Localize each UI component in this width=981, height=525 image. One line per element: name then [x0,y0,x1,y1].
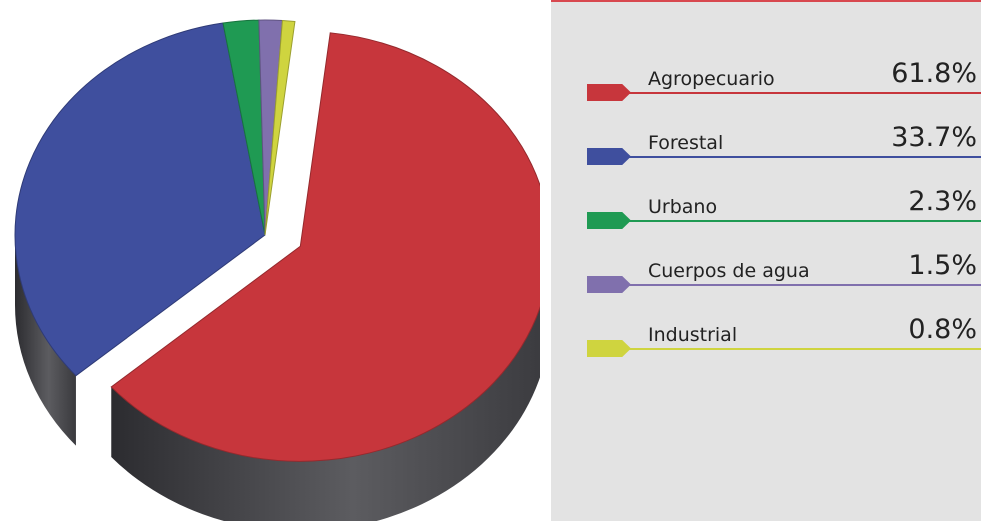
pie-slice-agropecuario [110,32,551,462]
legend-item-forestal: Forestal 33.7% [551,120,981,180]
pie-slice-forestal [14,22,266,377]
legend-underline-forestal [623,156,981,158]
legend-item-cuerpos-de-agua: Cuerpos de agua 1.5% [551,248,981,308]
legend-underline-urbano [623,220,981,222]
legend-value: 0.8% [908,314,977,345]
legend-label: Industrial [648,324,738,346]
legend-item-industrial: Industrial 0.8% [551,312,981,372]
legend-value: 1.5% [908,250,977,281]
pie-chart [14,19,551,525]
legend-underline-cuerpos-de-agua [623,284,981,286]
legend-item-agropecuario: Agropecuario 61.8% [551,56,981,116]
legend-label: Cuerpos de agua [648,260,810,282]
legend-value: 2.3% [908,186,977,217]
legend-underline-agropecuario [623,92,981,94]
legend-label: Forestal [648,132,724,154]
legend-label: Urbano [648,196,718,218]
legend-label: Agropecuario [648,68,775,90]
legend-swatch-urbano [587,212,631,229]
pie-side-agropecuario [111,246,551,525]
legend: Agropecuario 61.8% Forestal 33.7% Urbano 2.3%… [551,0,981,521]
legend-swatch-industrial [587,340,631,357]
legend-top-border [551,0,981,2]
pie-side-forestal [15,235,76,446]
legend-swatch-forestal [587,148,631,165]
legend-swatch-cuerpos-de-agua [587,276,631,293]
legend-item-urbano: Urbano 2.3% [551,184,981,244]
pie-chart-svg [14,19,551,525]
legend-value: 33.7% [891,122,977,153]
pie-slice-industrial [264,19,296,236]
legend-underline-industrial [623,348,981,350]
legend-value: 61.8% [891,58,977,89]
legend-swatch-agropecuario [587,84,631,101]
